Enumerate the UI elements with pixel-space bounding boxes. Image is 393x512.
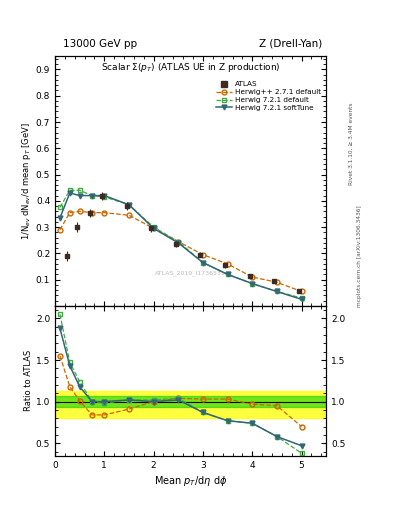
Text: ATLAS_2019_I1736531: ATLAS_2019_I1736531: [155, 270, 226, 276]
Text: Scalar $\Sigma(p_T)$ (ATLAS UE in Z production): Scalar $\Sigma(p_T)$ (ATLAS UE in Z prod…: [101, 61, 280, 74]
Text: Z (Drell-Yan): Z (Drell-Yan): [259, 38, 322, 49]
Text: 13000 GeV pp: 13000 GeV pp: [63, 38, 137, 49]
Legend: ATLAS, Herwig++ 2.7.1 default, Herwig 7.2.1 default, Herwig 7.2.1 softTune: ATLAS, Herwig++ 2.7.1 default, Herwig 7.…: [215, 80, 323, 113]
Text: mcplots.cern.ch [arXiv:1306.3436]: mcplots.cern.ch [arXiv:1306.3436]: [357, 205, 362, 307]
Bar: [55, 396, 326, 408]
X-axis label: Mean $p_T$/d$\eta$ d$\phi$: Mean $p_T$/d$\eta$ d$\phi$: [154, 474, 227, 488]
Y-axis label: 1/N$_{ev}$ dN$_{ev}$/d mean p$_T$ [GeV]: 1/N$_{ev}$ dN$_{ev}$/d mean p$_T$ [GeV]: [20, 122, 33, 240]
Text: Rivet 3.1.10, ≥ 3.4M events: Rivet 3.1.10, ≥ 3.4M events: [349, 102, 354, 185]
Y-axis label: Ratio to ATLAS: Ratio to ATLAS: [24, 350, 33, 412]
Bar: [55, 391, 326, 418]
